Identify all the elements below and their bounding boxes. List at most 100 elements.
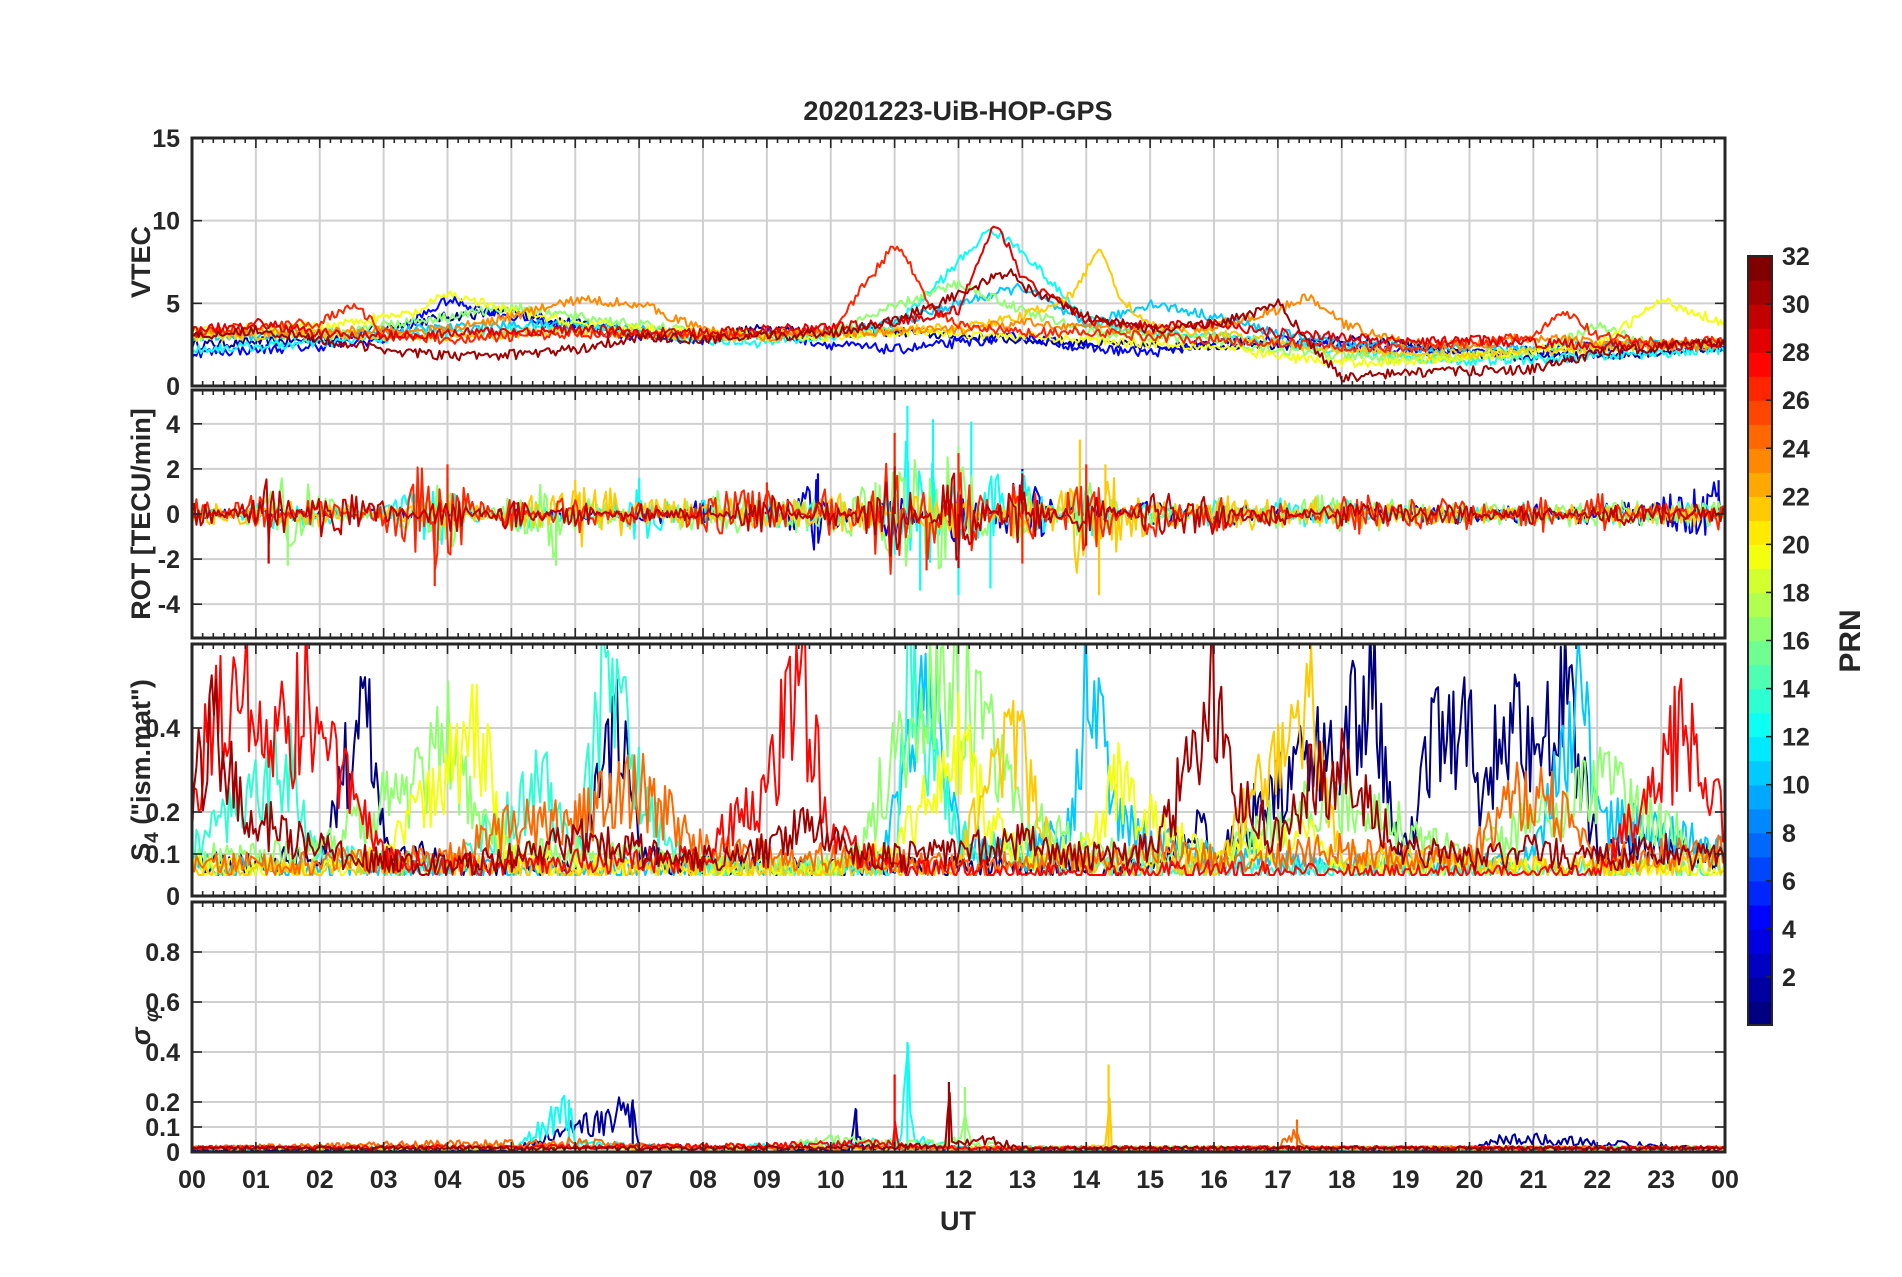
colorbar-bin <box>1748 616 1772 642</box>
x-tick-label: 13 <box>1008 1166 1036 1194</box>
y-tick-label: 0.8 <box>145 939 180 967</box>
x-tick-label: 12 <box>945 1166 973 1194</box>
y-tick-label: 0.4 <box>145 715 180 743</box>
x-tick-label: 11 <box>881 1166 908 1194</box>
y-tick-label: 0.6 <box>145 989 180 1017</box>
colorbar-bin <box>1748 976 1772 1002</box>
y-tick-label: 0.4 <box>145 1039 180 1067</box>
colorbar-tick-label: 12 <box>1782 724 1810 752</box>
colorbar-bin <box>1748 856 1772 882</box>
y-tick-label: 0.1 <box>145 841 180 869</box>
colorbar-bin <box>1748 808 1772 834</box>
colorbar-tick-label: 10 <box>1782 772 1810 800</box>
colorbar-bin <box>1748 472 1772 497</box>
x-tick-label: 10 <box>817 1166 845 1194</box>
y-tick-label: 0 <box>166 1139 180 1167</box>
series-prn31 <box>192 644 1725 876</box>
colorbar-bin <box>1748 640 1772 666</box>
x-tick-label: 22 <box>1583 1166 1611 1194</box>
x-axis-label: UT <box>940 1206 976 1236</box>
x-tick-label: 03 <box>370 1166 398 1194</box>
y-tick-label: 4 <box>166 411 180 439</box>
colorbar-bin <box>1748 832 1772 858</box>
colorbar-bin <box>1748 880 1772 906</box>
x-tick-label: 18 <box>1328 1166 1356 1194</box>
x-tick-label: 08 <box>689 1166 717 1194</box>
colorbar-tick-label: 28 <box>1782 339 1810 367</box>
series-prn29 <box>192 225 1725 352</box>
colorbar-bin <box>1748 520 1772 545</box>
y-axis-label-vtec: VTEC <box>126 226 156 298</box>
panel-rot: -4 -2 0 2 4 ROT [TECU/min] <box>126 388 1727 640</box>
series-prn28 <box>192 644 1725 876</box>
series-prn22 <box>192 644 1725 876</box>
grid-rot <box>192 390 1725 638</box>
colorbar-bin <box>1748 376 1772 401</box>
colorbar-bin <box>1748 328 1772 353</box>
x-tick-label: 00 <box>1711 1166 1739 1194</box>
x-tick-label: 19 <box>1392 1166 1420 1194</box>
x-tick-label: 07 <box>625 1166 653 1194</box>
colorbar-bin <box>1748 952 1772 978</box>
series-prn31 <box>192 268 1725 383</box>
colorbar-bin <box>1748 400 1772 425</box>
y-tick-label: -2 <box>158 546 180 574</box>
ticks-sigma_phi: 00.10.2 0.4 0.6 0.8 <box>145 902 1726 1167</box>
colorbar-tick-label: 6 <box>1782 868 1796 896</box>
y-tick-label: 0.1 <box>145 1114 180 1142</box>
colorbar-bin <box>1748 304 1772 329</box>
y-tick-label: 15 <box>152 125 180 153</box>
series-prn17 <box>192 644 1725 876</box>
colorbar-bin <box>1748 760 1772 786</box>
series-group-rot <box>192 405 1725 596</box>
colorbar-tick-label: 14 <box>1782 676 1810 704</box>
panel-sigma_phi: 00.10.20.40.60.8σ φ <box>126 900 1727 1167</box>
colorbar-bin <box>1748 688 1772 714</box>
colorbar-tick-label: 32 <box>1782 243 1810 271</box>
colorbar-tick-label: 22 <box>1782 483 1810 511</box>
series-group-vtec <box>192 225 1725 383</box>
colorbar-tick-label: 18 <box>1782 579 1810 607</box>
colorbar-bin <box>1748 544 1772 570</box>
colorbar-bin <box>1748 712 1772 738</box>
y-tick-label: 0 <box>166 373 180 401</box>
colorbar-bin <box>1748 592 1772 618</box>
x-tick-label: 16 <box>1200 1166 1228 1194</box>
y-tick-label: 2 <box>166 456 180 484</box>
x-tick-label: 20 <box>1456 1166 1484 1194</box>
y-axis-label-s4: S4 ("ism.mat") <box>126 679 163 861</box>
ticks-vtec: 0 5 10 15 <box>152 125 1726 401</box>
colorbar-bin <box>1748 784 1772 810</box>
x-tick-label: 23 <box>1647 1166 1675 1194</box>
colorbar-bin <box>1748 352 1772 377</box>
series-group-s4 <box>192 644 1725 876</box>
series-prn22 <box>192 248 1725 361</box>
colorbar-bin <box>1748 736 1772 762</box>
y-tick-label: 10 <box>152 208 180 236</box>
colorbar-tick-label: 24 <box>1782 435 1810 463</box>
panel-vtec: 0 5 10 15 VTEC <box>126 125 1727 401</box>
grid-sigma_phi <box>192 902 1725 1152</box>
colorbar-bin <box>1748 928 1772 954</box>
ticks-rot: -4 -2 0 2 4 <box>158 390 1726 638</box>
x-tick-label: 04 <box>434 1166 462 1194</box>
panel-s4: 0 0.1 0.2 0.4S4 ("ism.mat") <box>126 642 1727 911</box>
series-prn13 <box>192 228 1725 367</box>
colorbar-tick-label: 20 <box>1782 531 1810 559</box>
y-tick-label: 0.2 <box>145 799 180 827</box>
colorbar-bin <box>1748 280 1772 305</box>
colorbar-tick-label: 30 <box>1782 291 1810 319</box>
series-prn25 <box>192 752 1725 876</box>
colorbar-bin <box>1748 256 1772 281</box>
colorbar-bin <box>1748 1000 1772 1026</box>
colorbar-bin <box>1748 568 1772 594</box>
colorbar-tick-label: 26 <box>1782 387 1810 415</box>
colorbar-tick-label: 16 <box>1782 628 1810 656</box>
colorbar-bin <box>1748 496 1772 521</box>
x-tick-label: 14 <box>1072 1166 1100 1194</box>
y-tick-label: 0 <box>166 501 180 529</box>
colorbar-tick-label: 4 <box>1782 916 1796 944</box>
y-tick-label: 0.2 <box>145 1089 180 1117</box>
x-tick-label: 02 <box>306 1166 334 1194</box>
